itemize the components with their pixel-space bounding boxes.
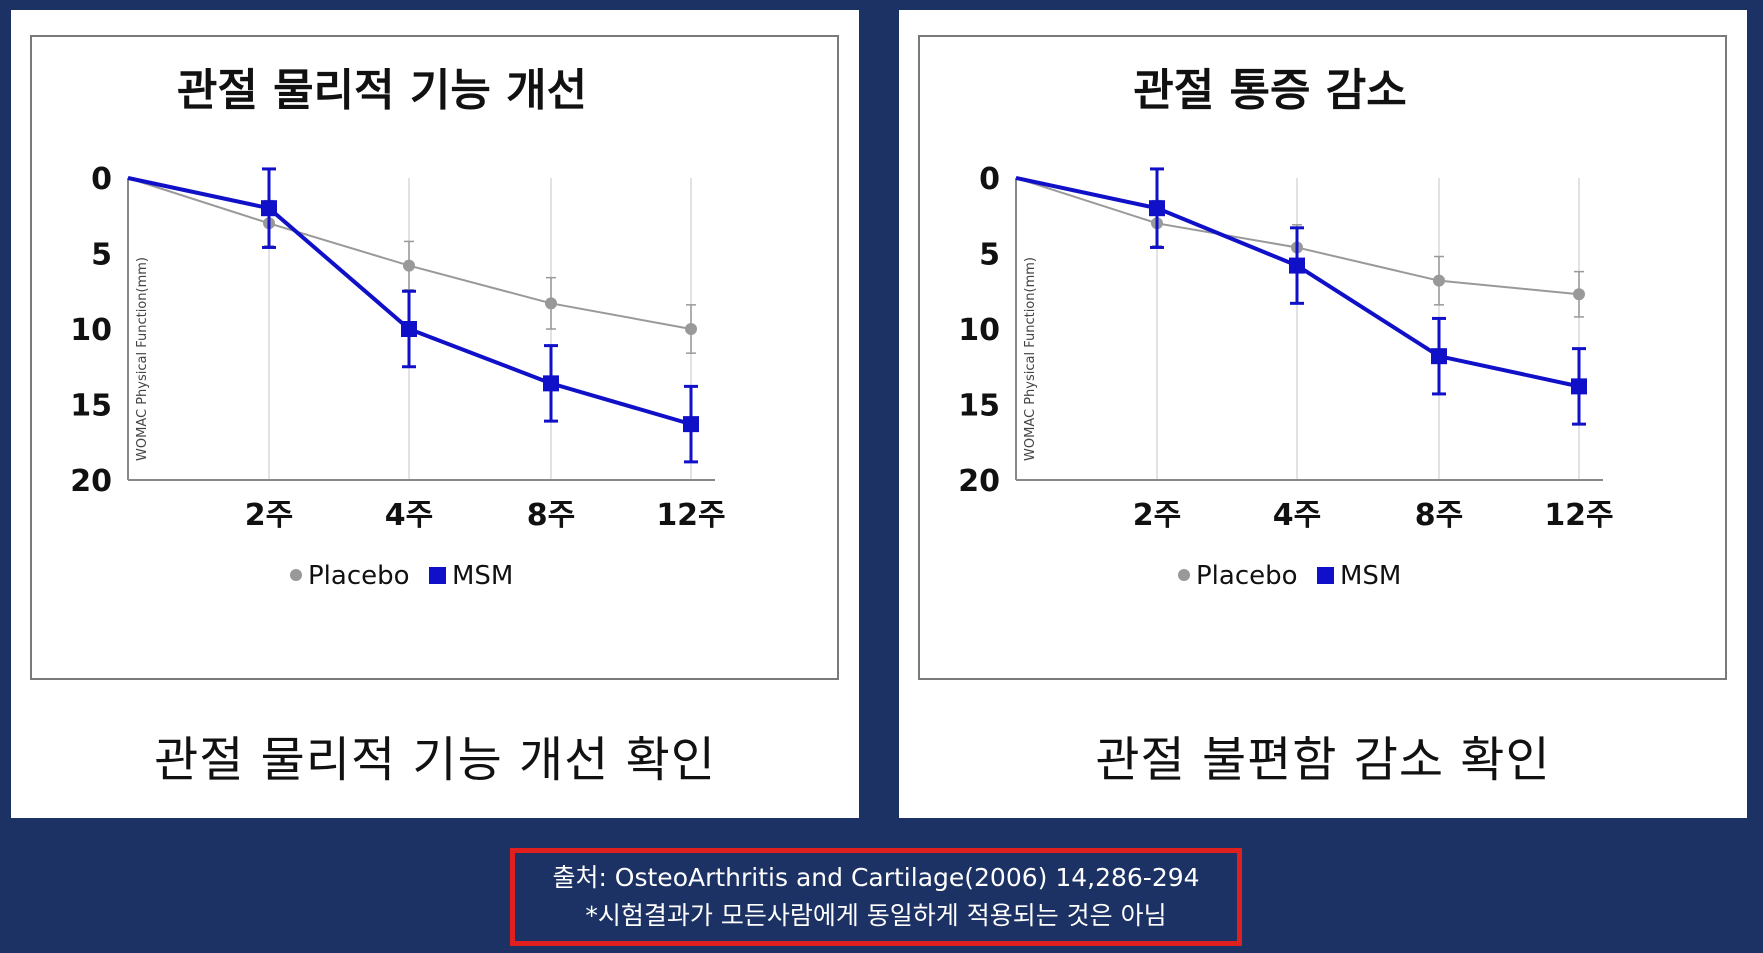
- placebo-point: [403, 259, 415, 272]
- legend-marker-msm: [429, 567, 446, 584]
- y-axis-label: WOMAC Physical Function(mm): [135, 257, 150, 461]
- chart-frame: 관절 물리적 기능 개선 0 5 10 15 20 2주 4주 8주 12주 WOMAC Physi…: [30, 35, 839, 680]
- chart-caption: 관절 물리적 기능 개선 확인: [154, 732, 716, 788]
- msm-point: [1431, 348, 1447, 365]
- y-tick-label: 0: [979, 162, 1000, 197]
- x-tick-label: 12주: [1544, 498, 1613, 533]
- chart-title: 관절 통증 감소: [1133, 65, 1407, 116]
- msm-point: [683, 416, 699, 433]
- chart-panel-physical-function: 관절 물리적 기능 개선 0 5 10 15 20 2주 4주 8주 12주 WOMAC Physi…: [11, 10, 859, 818]
- source-citation-box: 출처: OsteoArthritis and Cartilage(2006) 1…: [510, 848, 1242, 946]
- y-tick-label: 5: [979, 238, 1000, 273]
- chart-panel-pain-reduction: 관절 통증 감소 0 5 10 15 20 2주 4주 8주 12주 WOMAC Physical …: [899, 10, 1747, 818]
- legend-label-placebo: Placebo: [308, 561, 410, 591]
- placebo-point: [1433, 274, 1445, 287]
- chart-caption: 관절 불편함 감소 확인: [1095, 732, 1551, 788]
- y-tick-label: 10: [958, 313, 1000, 348]
- legend-marker-msm: [1317, 567, 1334, 584]
- legend-label-placebo: Placebo: [1196, 561, 1298, 591]
- msm-point: [1149, 200, 1165, 217]
- x-tick-label: 8주: [1415, 498, 1463, 533]
- x-tick-label: 8주: [527, 498, 575, 533]
- chart-frame: 관절 통증 감소 0 5 10 15 20 2주 4주 8주 12주 WOMAC Physical …: [918, 35, 1727, 680]
- source-citation: 출처: OsteoArthritis and Cartilage(2006) 1…: [552, 863, 1200, 892]
- disclaimer-note: *시험결과가 모든사람에게 동일하게 적용되는 것은 아님: [585, 901, 1167, 930]
- msm-point: [401, 321, 417, 337]
- placebo-point: [685, 323, 697, 335]
- chart-physical-function: 관절 물리적 기능 개선 0 5 10 15 20 2주 4주 8주 12주 WOMAC Physi…: [70, 65, 725, 591]
- legend-marker-placebo: [290, 569, 302, 581]
- y-tick-label: 5: [91, 238, 112, 273]
- x-tick-label: 4주: [1273, 498, 1321, 533]
- legend-marker-placebo: [1178, 569, 1190, 581]
- legend-label-msm: MSM: [452, 561, 513, 591]
- y-tick-label: 15: [958, 389, 1000, 424]
- y-axis-label: WOMAC Physical Function(mm): [1023, 257, 1038, 461]
- y-tick-label: 15: [70, 389, 112, 424]
- x-tick-label: 4주: [385, 498, 433, 533]
- msm-point: [543, 375, 559, 392]
- y-tick-label: 20: [70, 464, 112, 499]
- placebo-point: [545, 297, 557, 310]
- placebo-point: [1573, 288, 1585, 301]
- chart-title: 관절 물리적 기능 개선: [177, 65, 587, 116]
- y-tick-label: 0: [91, 162, 112, 197]
- y-tick-label: 10: [70, 313, 112, 348]
- chart-pain-reduction: 관절 통증 감소 0 5 10 15 20 2주 4주 8주 12주 WOMAC Physical …: [958, 65, 1613, 591]
- x-tick-label: 2주: [245, 498, 293, 533]
- msm-point: [1571, 378, 1587, 395]
- x-tick-label: 2주: [1133, 498, 1181, 533]
- msm-point: [1289, 257, 1305, 274]
- legend-label-msm: MSM: [1340, 561, 1401, 591]
- x-tick-label: 12주: [656, 498, 725, 533]
- msm-point: [261, 200, 277, 217]
- y-tick-label: 20: [958, 464, 1000, 499]
